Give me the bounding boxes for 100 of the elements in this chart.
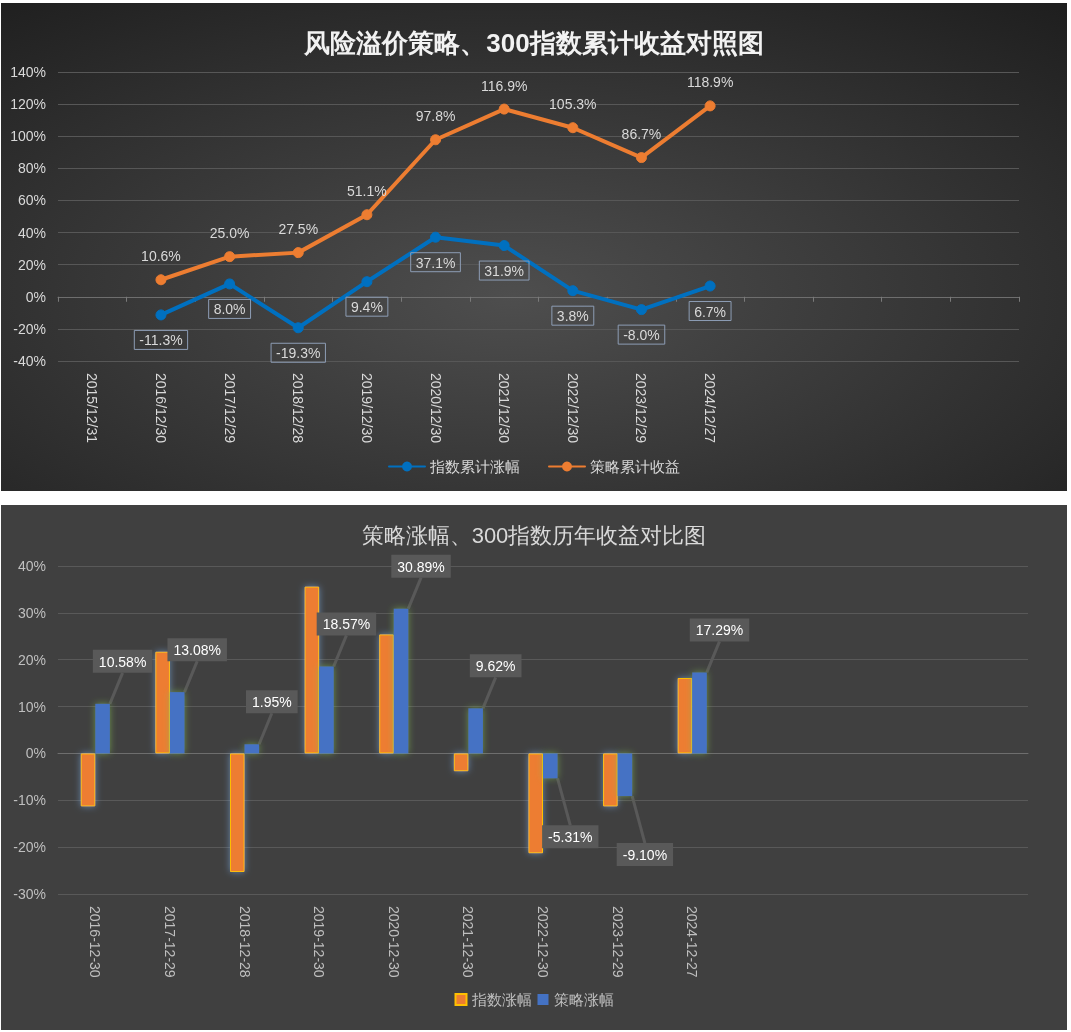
bar <box>453 753 469 772</box>
data-label: 10.6% <box>141 248 181 265</box>
legend-label: 策略涨幅 <box>553 991 614 1008</box>
y-tick-label: 140% <box>10 64 46 80</box>
point <box>361 209 373 221</box>
y-tick-label: -10% <box>13 792 46 809</box>
bar <box>603 753 618 807</box>
y-tick-label: 10% <box>17 698 46 715</box>
point <box>498 240 510 252</box>
x-tick-label: 2016/12/30 <box>152 373 169 444</box>
y-tick-label: -40% <box>13 353 46 369</box>
data-label: 30.89% <box>397 558 445 575</box>
point <box>567 285 579 297</box>
data-label: 10.58% <box>98 653 147 670</box>
data-label: -9.10% <box>622 847 668 864</box>
point <box>704 280 716 292</box>
chart-title: 策略涨幅、300指数历年收益对比图 <box>361 522 707 548</box>
bar <box>677 677 693 754</box>
bar <box>379 634 394 754</box>
x-tick-label: 2024-12-27 <box>684 906 701 978</box>
legend-label: 策略累计收益 <box>590 458 680 475</box>
data-label: 18.57% <box>322 616 371 633</box>
y-tick-label: 0% <box>25 288 46 305</box>
legend-label: 指数累计涨幅 <box>429 458 520 475</box>
point <box>155 309 167 321</box>
x-tick-label: 2022/12/30 <box>564 373 581 444</box>
bar <box>229 753 245 872</box>
point <box>292 247 304 259</box>
chart-title: 风险溢价策略、300指数累计收益对照图 <box>303 28 764 58</box>
y-tick-label: 40% <box>17 558 46 574</box>
data-label: 6.7% <box>694 303 727 320</box>
x-tick-label: 2021/12/30 <box>496 373 513 444</box>
point <box>635 304 647 316</box>
y-tick-label: -20% <box>13 320 46 337</box>
data-label: 86.7% <box>621 126 662 143</box>
y-tick-label: 20% <box>17 256 46 273</box>
bar <box>692 672 707 754</box>
data-label: 9.62% <box>475 658 516 675</box>
y-tick-label: 80% <box>17 160 46 177</box>
point <box>430 134 442 146</box>
x-tick-label: 2020-12-30 <box>385 906 402 978</box>
data-label: 1.95% <box>251 694 292 711</box>
data-label: -19.3% <box>276 345 321 362</box>
data-label: 9.4% <box>350 299 383 316</box>
x-tick-label: 2024/12/27 <box>702 373 719 444</box>
data-label: 8.0% <box>213 301 246 318</box>
data-label: 17.29% <box>695 622 744 639</box>
point <box>224 251 236 263</box>
x-tick-label: 2019-12-30 <box>311 906 328 978</box>
data-label: 31.9% <box>484 263 525 280</box>
bar <box>244 744 260 754</box>
point <box>224 278 236 290</box>
data-label: 13.08% <box>173 642 221 659</box>
point <box>361 276 373 288</box>
data-label: 116.9% <box>480 77 528 94</box>
y-tick-label: -20% <box>13 839 46 856</box>
x-tick-label: 2016-12-30 <box>87 906 104 978</box>
data-label: -8.0% <box>623 327 660 344</box>
point <box>155 274 167 286</box>
x-tick-label: 2017/12/29 <box>221 373 238 444</box>
bar <box>617 753 633 797</box>
y-tick-label: 0% <box>25 745 46 762</box>
data-label: -5.31% <box>548 829 593 846</box>
point <box>430 231 442 243</box>
y-tick-label: 30% <box>17 604 46 621</box>
bar <box>319 666 334 754</box>
bar <box>468 708 483 754</box>
y-tick-label: 20% <box>17 651 46 668</box>
point <box>704 100 716 112</box>
x-tick-label: 2022-12-30 <box>535 906 551 978</box>
point <box>567 122 579 134</box>
bar <box>543 753 558 779</box>
x-tick-label: 2015/12/31 <box>84 373 101 444</box>
bar <box>155 651 170 754</box>
data-label: 105.3% <box>549 96 597 113</box>
x-tick-label: 2020/12/30 <box>427 373 444 444</box>
x-tick-label: 2021-12-30 <box>460 906 477 978</box>
data-label: 51.1% <box>347 183 387 200</box>
y-tick-label: 120% <box>10 96 46 113</box>
data-label: 25.0% <box>209 225 250 242</box>
x-tick-label: 2019/12/30 <box>358 373 375 444</box>
data-label: 27.5% <box>278 221 319 238</box>
bar <box>95 703 110 754</box>
point <box>635 152 647 164</box>
bar <box>169 692 185 754</box>
y-tick-label: 40% <box>17 224 46 241</box>
x-tick-label: 2017-12-29 <box>161 906 178 978</box>
point <box>498 103 510 115</box>
x-tick-label: 2023-12-29 <box>609 906 626 978</box>
data-label: 118.9% <box>686 74 734 91</box>
y-tick-label: 100% <box>10 128 46 145</box>
x-tick-label: 2018/12/28 <box>290 373 307 444</box>
bar <box>528 753 543 854</box>
y-tick-label: 60% <box>17 192 46 209</box>
x-tick-label: 2018-12-28 <box>236 906 253 978</box>
y-tick-label: -30% <box>13 886 46 902</box>
x-tick-label: 2023/12/29 <box>633 373 650 444</box>
data-label: 3.8% <box>556 308 589 325</box>
bar <box>304 586 320 754</box>
data-label: 97.8% <box>415 108 456 125</box>
